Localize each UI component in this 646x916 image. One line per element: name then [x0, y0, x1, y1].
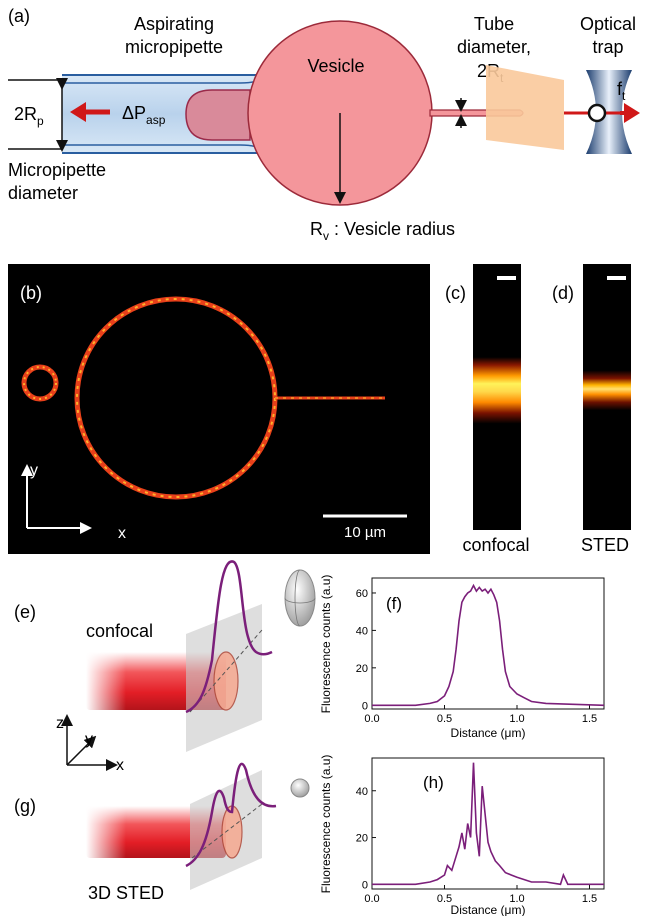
tube-title-1: Tube [474, 14, 514, 34]
confocal-strip [473, 264, 521, 530]
pipette-title-2: micropipette [125, 37, 223, 57]
x-tick-label: 1.5 [582, 713, 597, 725]
panel-e-label: (e) [14, 602, 36, 622]
trapped-bead [587, 103, 607, 123]
panel-a: (a) Aspirating micropipette Tube diamete… [8, 6, 640, 243]
axis-y-label: y [85, 731, 93, 748]
vesicle-label: Vesicle [307, 56, 364, 76]
confocal-caption: confocal [462, 535, 529, 555]
chart-f-ticks: 0.0 0.5 1.0 1.5 0 20 40 60 [356, 588, 597, 725]
chart-h-frame [371, 757, 605, 890]
force-arrow [624, 103, 640, 123]
aspirated-tongue [185, 89, 251, 141]
chart-f-ylabel: Fluorescence counts (a.u) [319, 575, 333, 714]
panel-b-label: (b) [20, 283, 42, 303]
tube-title-2: diameter, [457, 37, 531, 57]
panel-e-caption: confocal [86, 621, 153, 641]
pipette-diam-2: diameter [8, 183, 78, 203]
chart-h-ticks: 0.0 0.5 1.0 1.5 0 20 40 [356, 786, 597, 905]
rp-label: 2Rp [14, 104, 44, 128]
trap-title-1: Optical [580, 14, 636, 34]
scalebar-label: 10 µm [344, 524, 386, 541]
pipette-title-1: Aspirating [134, 14, 214, 34]
ft-label: ft [617, 79, 626, 103]
trap-title-2: trap [592, 37, 623, 57]
panel-g-label: (g) [14, 796, 36, 816]
chart-f-xlabel: Distance (μm) [451, 726, 526, 740]
panel-g-caption: 3D STED [88, 883, 164, 903]
chart-h-series-line [372, 762, 604, 886]
dp-label: ΔPasp [122, 103, 166, 127]
x-axis-label: x [118, 525, 126, 542]
chart-h-label: (h) [423, 773, 444, 792]
chart-f-label: (f) [386, 594, 402, 613]
y-tick-label: 40 [356, 625, 368, 637]
panel-a-label: (a) [8, 6, 30, 26]
x-tick-label: 1.5 [582, 893, 597, 905]
sted-caption: STED [581, 535, 629, 555]
chart-h-xlabel: Distance (μm) [451, 903, 526, 916]
psf-curve-e [185, 560, 273, 714]
chart-f-series-line [372, 583, 605, 707]
pipette-diam-1: Micropipette [8, 160, 106, 180]
panel-c: (c) confocal [445, 264, 530, 555]
x-tick-label: 1.0 [509, 713, 524, 725]
y-axis-label: y [30, 462, 38, 479]
chart-h: (h) Distance (μm) Fluorescence counts (a… [319, 755, 605, 916]
panel-c-label: (c) [445, 283, 466, 303]
panel-d-label: (d) [552, 283, 574, 303]
psf-curve-g [185, 762, 277, 868]
panel-g: (g) 3D STED [14, 762, 310, 903]
x-tick-label: 0.5 [437, 713, 452, 725]
x-tick-label: 0.0 [364, 713, 379, 725]
x-tick-label: 0.5 [437, 893, 452, 905]
x-tick-label: 1.0 [509, 893, 524, 905]
axes-3d: z y x [56, 714, 124, 774]
vesicle-contour [21, 296, 385, 500]
chart-f: (f) Distance (μm) Fluorescence counts (a… [319, 575, 605, 740]
y-tick-label: 60 [356, 588, 368, 600]
y-tick-label: 20 [356, 833, 368, 845]
axis-x-label: x [116, 757, 124, 774]
y-tick-label: 40 [356, 786, 368, 798]
chart-f-frame [371, 577, 605, 710]
psf-sphere [290, 778, 310, 798]
rv-label: Rv : Vesicle radius [310, 219, 455, 243]
panel-e: (e) confocal [14, 560, 316, 752]
x-tick-label: 0.0 [364, 893, 379, 905]
sted-strip [583, 264, 631, 530]
y-tick-label: 0 [362, 879, 368, 891]
chart-h-ylabel: Fluorescence counts (a.u) [319, 755, 333, 894]
y-tick-label: 20 [356, 663, 368, 675]
focal-plane [486, 65, 564, 150]
psf-ellipsoid [284, 569, 316, 627]
axis-z-label: z [56, 715, 64, 732]
panel-b: (b) y x 10 µm [8, 264, 430, 554]
panel-d: (d) STED [552, 264, 631, 555]
y-tick-label: 0 [362, 700, 368, 712]
